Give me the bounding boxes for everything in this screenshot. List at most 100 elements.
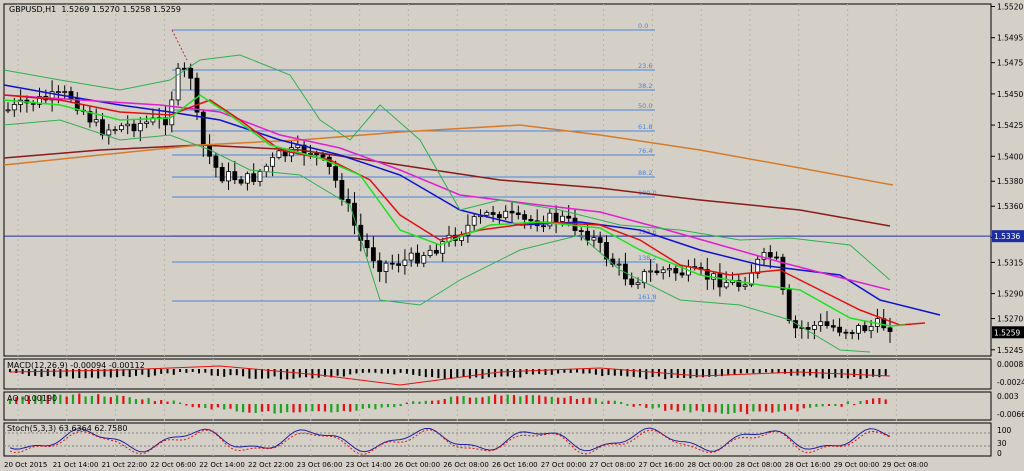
candle-body [408, 252, 414, 261]
candle-body [194, 77, 200, 113]
candle-body [515, 212, 521, 215]
fib-level-label: 88.2 [638, 169, 652, 177]
candle-body [509, 210, 515, 214]
candle-body [238, 179, 244, 184]
time-label: 28 Oct 16:00 [785, 461, 831, 469]
candle-body [465, 224, 471, 236]
stoch-signal-line [9, 429, 891, 455]
candle-body [654, 270, 660, 274]
time-label: 27 Oct 16:00 [638, 461, 684, 469]
candle-body [812, 325, 817, 330]
candle-body [641, 271, 647, 284]
candle-body [175, 67, 181, 101]
price-label: 1.5475 [997, 59, 1023, 68]
candle-body [591, 237, 597, 241]
candle-body [5, 109, 11, 112]
fib-trend-line [171, 29, 188, 61]
candle-body [421, 255, 427, 264]
candle-body [560, 215, 565, 222]
candle-body [11, 104, 17, 111]
candle-body [704, 269, 710, 280]
candle-body [125, 123, 131, 127]
candle-body [270, 156, 276, 167]
candle-body [188, 67, 194, 79]
candle-body [717, 273, 723, 288]
candle-body [648, 270, 653, 273]
symbol-text: GBPUSD,H1 [9, 5, 57, 14]
time-label: 22 Oct 22:00 [248, 461, 294, 469]
time-label: 28 Oct 00:00 [687, 461, 733, 469]
candle-body [856, 325, 861, 334]
candle-body [484, 212, 490, 216]
candle-body [62, 91, 68, 93]
candle-body [805, 327, 811, 330]
candle-body [755, 258, 761, 274]
candle-body [566, 215, 572, 219]
symbol-label: GBPUSD,H1 1.5269 1.5270 1.5258 1.5259 [9, 5, 181, 14]
candle-body [553, 212, 559, 222]
band-upper-line [3, 54, 891, 281]
stoch-scale-label: 30 [997, 439, 1007, 448]
price-label: 1.5360 [997, 202, 1023, 211]
candle-body [679, 272, 685, 276]
candle-body [830, 325, 836, 328]
candle-body [723, 282, 729, 288]
hline-price-text: 1.5336 [994, 232, 1020, 241]
candle-body [276, 150, 282, 158]
fib-level-label: 161.8 [638, 293, 657, 301]
time-label: 26 Oct 08:00 [443, 461, 489, 469]
candle-body [370, 247, 376, 262]
candle-body [471, 216, 477, 226]
candle-body [389, 262, 395, 265]
stoch-scale-label: 0 [997, 449, 1002, 458]
candle-body [761, 252, 767, 260]
stoch-main-line [9, 427, 891, 453]
macd-scale-label: 0.00082 [997, 360, 1024, 369]
price-label: 1.5290 [997, 290, 1023, 299]
fib-level-label: 76.4 [638, 147, 652, 155]
fib-level-label: 50.0 [638, 102, 652, 110]
candle-body [522, 214, 527, 220]
stoch-scale-label: 100 [997, 426, 1012, 435]
candle-body [660, 269, 666, 274]
candle-body [37, 96, 42, 105]
candle-body [112, 129, 118, 132]
candle-body [849, 332, 855, 334]
candle-body [528, 218, 534, 222]
time-label: 29 Oct 08:00 [882, 461, 928, 469]
candle-body [629, 278, 635, 285]
price-label: 1.5520 [997, 2, 1023, 11]
candle-body [144, 121, 150, 124]
candle-body [673, 268, 679, 274]
candle-body [786, 289, 792, 321]
candle-body [667, 268, 672, 271]
candle-body [742, 284, 748, 287]
ma-orange-line [3, 124, 894, 186]
ma-slow-line [3, 144, 891, 227]
candle-body [616, 263, 622, 266]
time-label: 22 Oct 14:00 [199, 461, 245, 469]
ma-magenta-line [3, 94, 891, 291]
ma-red-line [3, 94, 926, 326]
macd-pane [3, 358, 992, 390]
fib-level-label: 61.8 [638, 123, 652, 131]
stoch-pane [3, 422, 992, 457]
candle-body [887, 327, 893, 332]
candle-body [415, 252, 420, 264]
candle-body [226, 171, 231, 182]
macd-label: MACD(12,26,9) -0.00094 -0.00112 [7, 361, 145, 370]
band-lower-line [3, 119, 871, 353]
candle-body [578, 230, 584, 232]
candle-body [364, 240, 370, 249]
candle-body [232, 171, 238, 181]
candle-body [541, 225, 546, 228]
candle-body [496, 214, 502, 219]
price-label: 1.5400 [997, 152, 1023, 161]
price-label: 1.5380 [997, 177, 1023, 186]
candle-body [604, 242, 609, 260]
current-price-tag [992, 326, 1024, 339]
price-label: 1.5315 [997, 258, 1023, 267]
candle-body [320, 154, 326, 158]
